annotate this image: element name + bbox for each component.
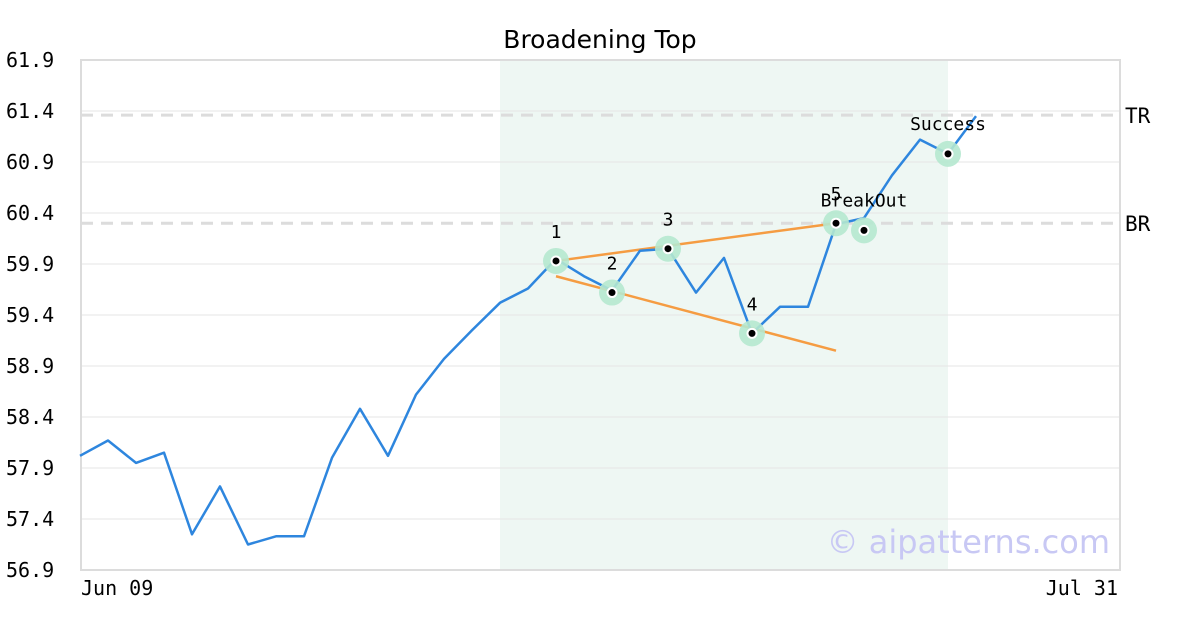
x-tick-label: Jul 31 [1046, 576, 1118, 600]
marker-label-1: 1 [551, 222, 562, 243]
x-tick-label: Jun 09 [81, 576, 153, 600]
watermark: © aipatterns.com [827, 523, 1110, 561]
price-line [79, 115, 978, 546]
levels-layer: TR BR [81, 104, 1151, 236]
marker-dot-1 [552, 257, 560, 265]
level-label-br: BR [1125, 212, 1151, 236]
y-tick-label: 57.9 [6, 456, 54, 480]
y-tick-labels: 61.9 61.4 60.9 60.4 59.9 59.4 58.9 58.4 57.9 57.4… [6, 48, 54, 582]
marker-dot-5 [832, 219, 840, 227]
y-tick-label: 61.9 [6, 48, 54, 72]
marker-label-4: 4 [747, 294, 758, 315]
marker-label-breakout: BreakOut [821, 190, 908, 211]
marker-dot-2 [608, 289, 616, 297]
x-tick-labels: Jun 09 Jul 31 [81, 576, 1118, 600]
marker-label-5: 5 [831, 184, 842, 205]
level-label-tr: TR [1125, 104, 1151, 128]
marker-label-success: Success [910, 114, 986, 135]
marker-dot-4 [748, 329, 756, 337]
y-tick-label: 58.9 [6, 354, 54, 378]
chart-title: Broadening Top [503, 25, 696, 54]
y-tick-label: 59.9 [6, 252, 54, 276]
trendline-1 [555, 221, 837, 263]
y-tick-label: 60.4 [6, 201, 54, 225]
y-tick-label: 56.9 [6, 558, 54, 582]
marker-label-3: 3 [663, 210, 674, 231]
marker-dot-3 [664, 245, 672, 253]
series-layer [79, 115, 978, 546]
marker-dot-success [944, 150, 952, 158]
marker-label-2: 2 [607, 254, 618, 275]
y-tick-label: 60.9 [6, 150, 54, 174]
y-tick-label: 61.4 [6, 99, 54, 123]
marker-dot-breakout [860, 226, 868, 234]
y-tick-label: 57.4 [6, 507, 54, 531]
y-tick-label: 58.4 [6, 405, 54, 429]
plot-frame [80, 59, 1121, 571]
y-tick-label: 59.4 [6, 303, 54, 327]
